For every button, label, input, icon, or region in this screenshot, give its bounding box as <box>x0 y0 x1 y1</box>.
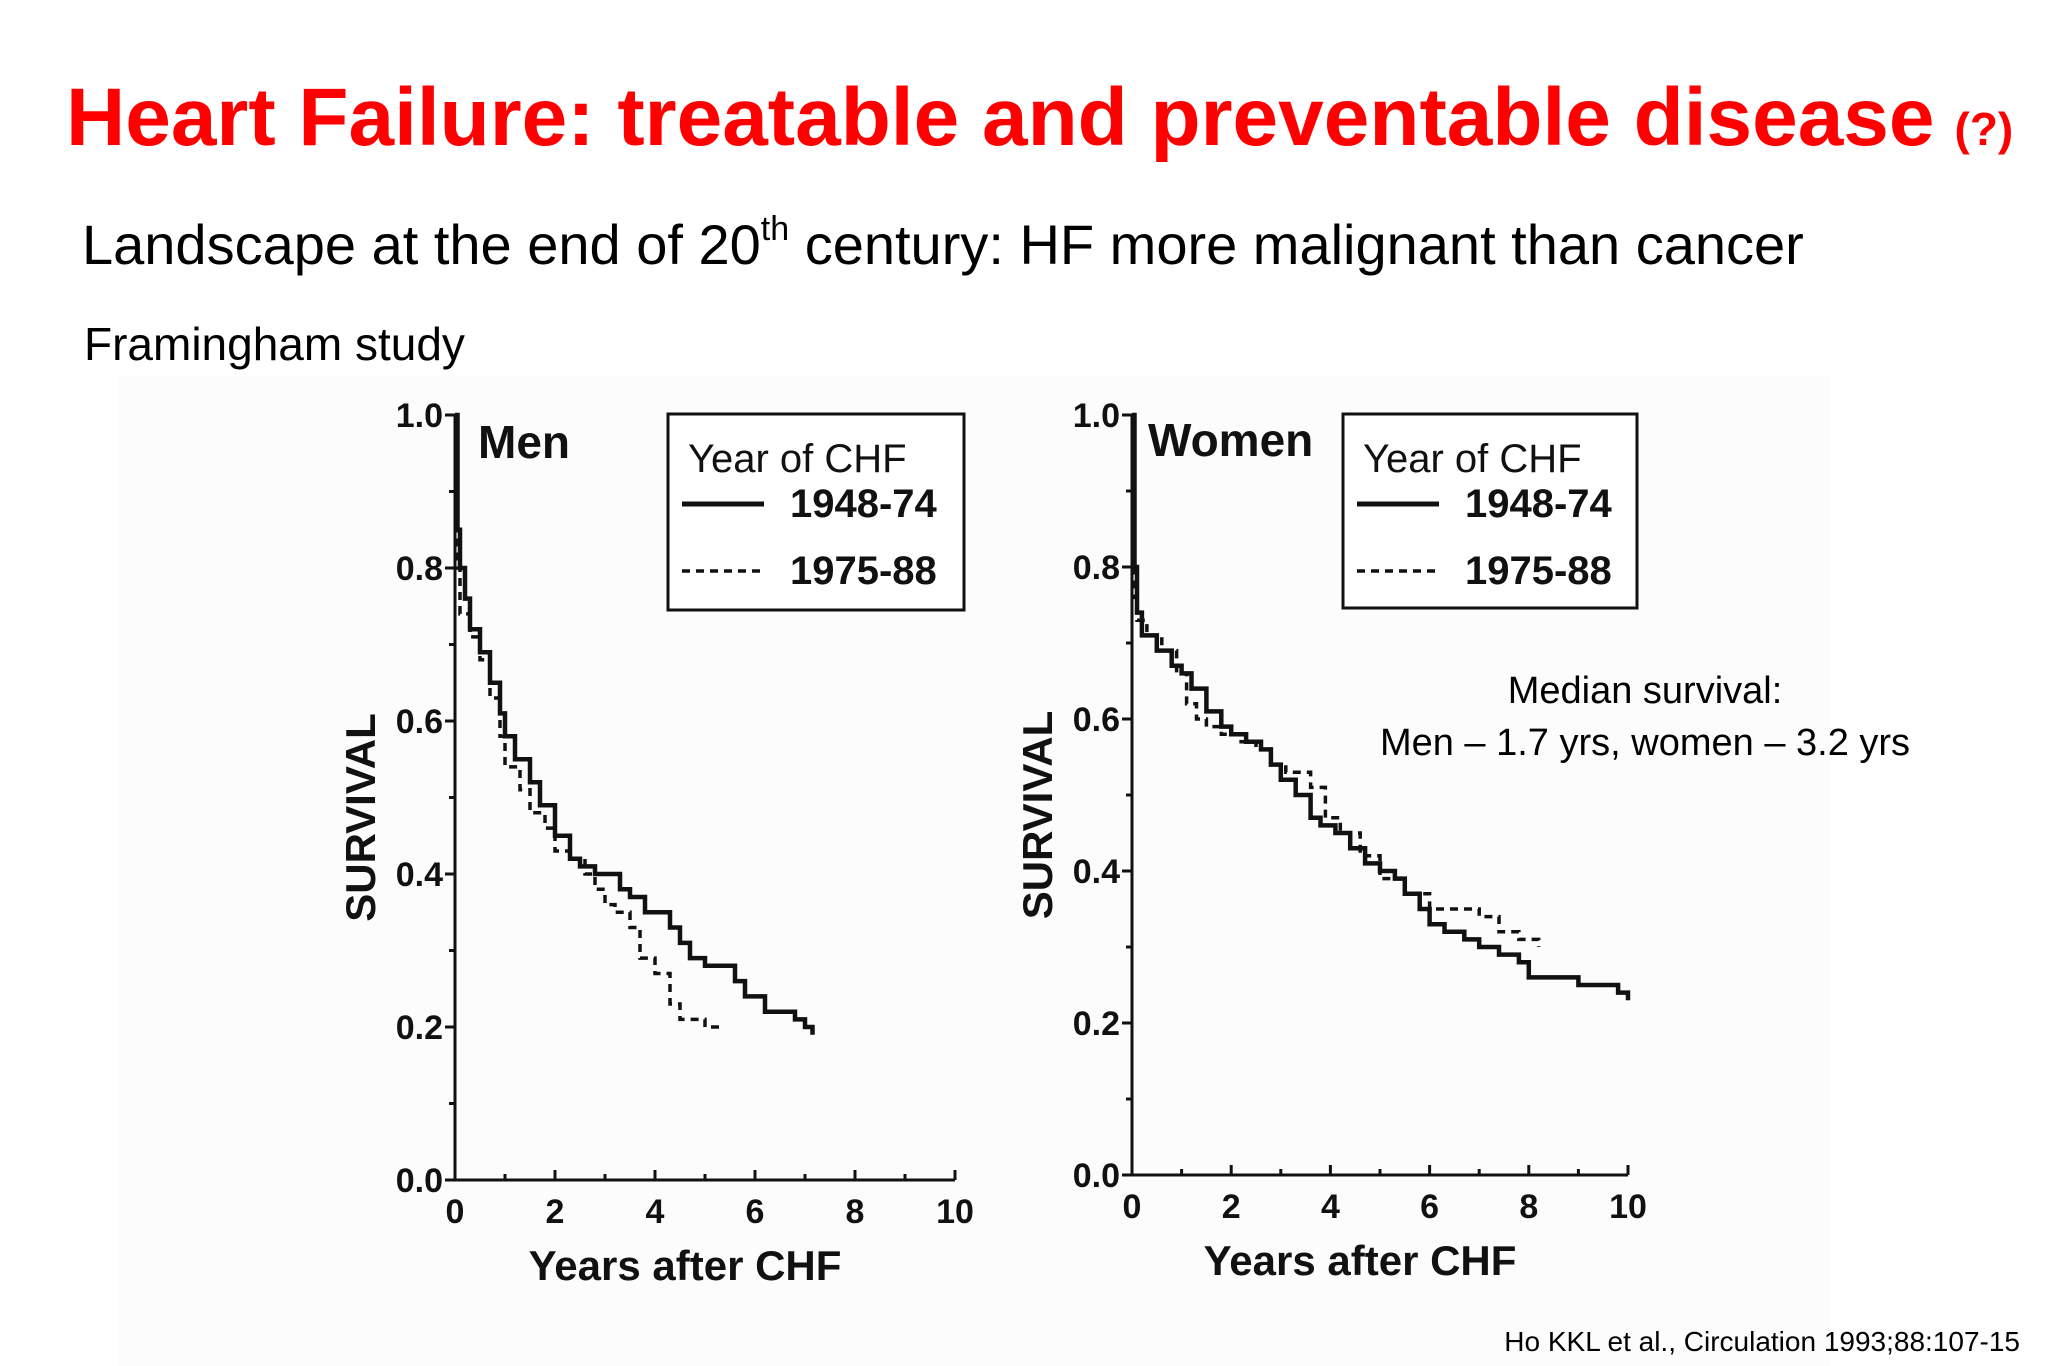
x-tick-label: 8 <box>846 1193 865 1231</box>
median-survival-note: Median survival: Men – 1.7 yrs, women – … <box>1330 665 1960 769</box>
subtitle-text-end: century: HF more malignant than cancer <box>789 213 1804 276</box>
series-line-1975-88 <box>1132 413 1541 947</box>
chart-women: 0.0 0.2 0.4 0.6 0.8 1.0 0 2 4 6 8 10 Years after CHF… <box>1014 397 1647 1284</box>
x-axis-label: Years after CHF <box>1204 1237 1517 1284</box>
x-tick-label: 4 <box>646 1193 665 1231</box>
subtitle-text-start: Landscape at the end of 20 <box>82 213 761 276</box>
series-line-1975-88 <box>455 413 720 1029</box>
y-tick-label: 1.0 <box>1073 397 1120 435</box>
legend-title: Year of CHF <box>688 437 907 481</box>
legend-box <box>1341 412 1639 610</box>
legend-entry: 1975-88 <box>790 549 937 593</box>
slide-title-note: (?) <box>1954 103 2014 155</box>
x-tick-label: 6 <box>746 1193 765 1231</box>
y-tick-label: 0.8 <box>1073 549 1120 587</box>
y-tick-label: 0.0 <box>1073 1157 1120 1195</box>
slide-title-text: Heart Failure: treatable and preventable… <box>66 72 1935 163</box>
subtitle-superscript: th <box>760 210 790 248</box>
y-axis-label: SURVIVAL <box>1014 711 1061 919</box>
citation: Ho KKL et al., Circulation 1993;88:107-1… <box>1504 1326 2020 1357</box>
x-tick-label: 6 <box>1420 1188 1439 1226</box>
y-tick-label: 0.2 <box>1073 1005 1120 1043</box>
panel-label: Men <box>478 416 570 468</box>
slide-subtitle: Landscape at the end of 20th century: HF… <box>82 211 2002 279</box>
y-tick-label: 0.6 <box>1073 701 1120 739</box>
y-tick-label: 0.2 <box>396 1009 443 1047</box>
y-axis-label: SURVIVAL <box>337 713 384 921</box>
series-line-1948-74 <box>1132 412 1631 1001</box>
legend-box <box>666 412 966 612</box>
y-tick-label: 0.0 <box>396 1162 443 1200</box>
series-line-1948-74 <box>455 412 815 1035</box>
legend-entry: 1975-88 <box>1465 549 1612 593</box>
median-survival-heading: Median survival: <box>1507 670 1783 712</box>
study-label: Framingham study <box>84 318 465 370</box>
panel-label: Women <box>1148 414 1313 466</box>
y-tick-label: 0.4 <box>396 856 443 894</box>
legend-entry: 1948-74 <box>790 482 938 526</box>
legend-title: Year of CHF <box>1363 437 1582 481</box>
x-tick-label: 0 <box>1123 1188 1142 1226</box>
x-tick-label: 8 <box>1519 1188 1538 1226</box>
x-tick-label: 2 <box>546 1193 565 1231</box>
x-tick-label: 2 <box>1222 1188 1241 1226</box>
legend-entry: 1948-74 <box>1465 482 1613 526</box>
y-tick-label: 0.8 <box>396 550 443 588</box>
x-tick-label: 4 <box>1321 1188 1340 1226</box>
y-tick-label: 0.4 <box>1073 853 1120 891</box>
x-axis-label: Years after CHF <box>529 1242 842 1289</box>
x-tick-label: 10 <box>936 1193 974 1231</box>
slide-title: Heart Failure: treatable and preventable… <box>66 72 2013 175</box>
chart-men: 0.0 0.2 0.4 0.6 0.8 1.0 0 2 4 6 8 10 Years after CHF… <box>337 397 974 1289</box>
x-tick-label: 10 <box>1609 1188 1647 1226</box>
y-tick-label: 1.0 <box>396 397 443 435</box>
x-tick-label: 0 <box>446 1193 465 1231</box>
median-survival-values: Men – 1.7 yrs, women – 3.2 yrs <box>1379 722 1911 764</box>
y-tick-label: 0.6 <box>396 703 443 741</box>
